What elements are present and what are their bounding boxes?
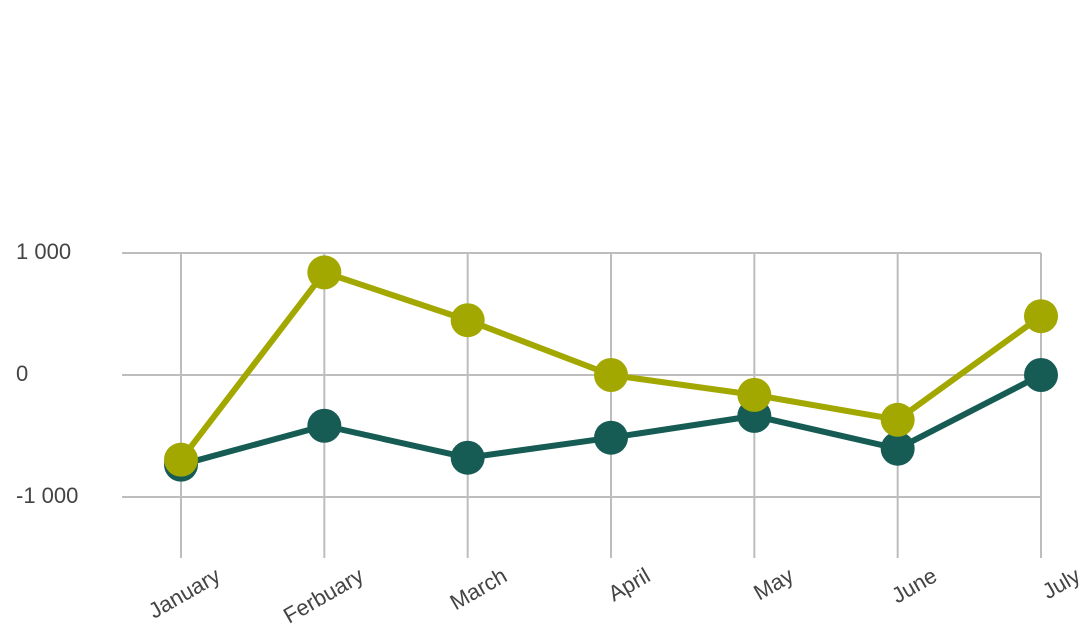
x-tick-label: July [1038,563,1080,604]
point [880,402,915,437]
point [880,431,915,466]
point [307,255,342,290]
x-tick-label: June [887,563,941,609]
point [307,408,342,443]
point [1024,299,1058,334]
point [164,442,198,477]
point [450,440,485,475]
point [1024,358,1058,392]
x-tick-label: May [749,563,797,605]
point [450,303,485,338]
x-tick-label: Ferbuary [279,563,368,629]
y-tick-label: 1 000 [16,239,71,264]
point [594,420,628,455]
x-tick-label: January [144,563,224,624]
x-tick-label: March [446,563,511,615]
y-tick-label: -1 000 [16,483,78,508]
point [737,377,772,412]
point [594,358,628,392]
y-tick-label: 0 [16,361,28,386]
x-tick-label: April [604,563,655,607]
